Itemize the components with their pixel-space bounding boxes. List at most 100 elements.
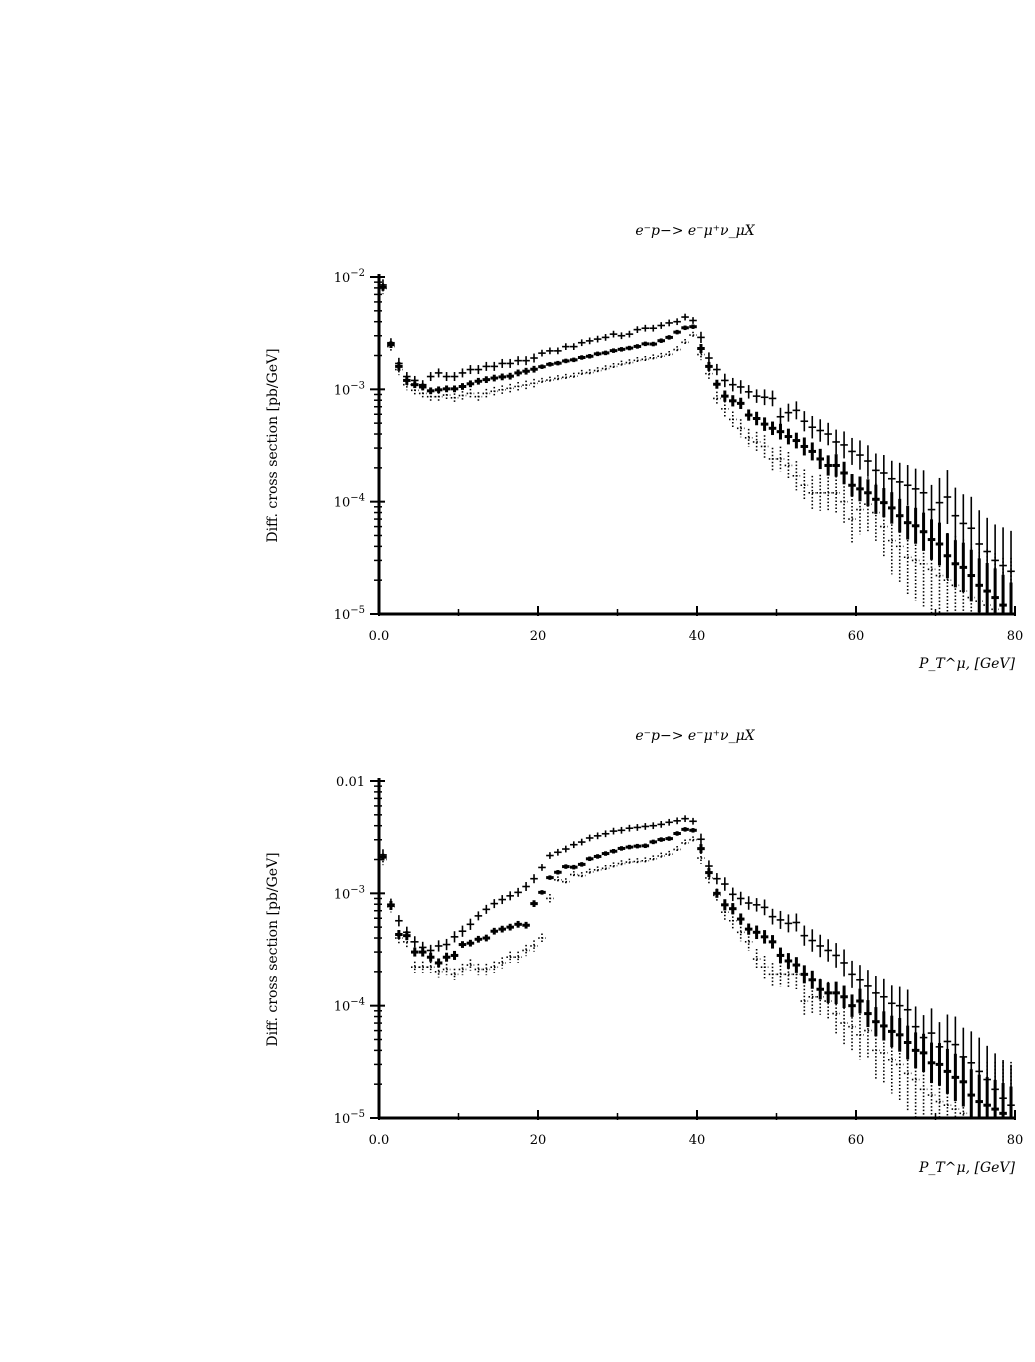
data-point: [776, 407, 785, 426]
x-tick-label: 0.0: [369, 1133, 390, 1148]
data-point: [800, 925, 809, 946]
data-point: [530, 900, 538, 907]
data-point: [705, 352, 713, 364]
data-point: [562, 878, 570, 886]
data-point: [1007, 1061, 1015, 1119]
data-point: [442, 952, 451, 962]
data-point: [808, 475, 817, 510]
data-point: [768, 421, 777, 436]
data-point: [760, 930, 769, 944]
data-point: [689, 317, 697, 324]
data-point: [569, 864, 578, 870]
data-point: [697, 331, 705, 344]
data-point: [832, 429, 840, 455]
data-point: [665, 350, 673, 358]
data-point: [426, 372, 435, 382]
data-point: [625, 330, 634, 338]
data-point: [895, 1028, 904, 1101]
data-point: [434, 392, 443, 402]
data-point: [506, 951, 514, 963]
data-point: [514, 369, 522, 377]
data-point: [554, 870, 562, 875]
data-point: [872, 483, 880, 542]
data-point: [577, 369, 586, 377]
x-axis-label: P_T^μ, [GeV]: [918, 1160, 1016, 1176]
data-point: [887, 506, 896, 575]
data-point: [752, 431, 761, 453]
data-point: [999, 1061, 1007, 1119]
data-point: [935, 522, 944, 566]
data-point: [768, 908, 777, 925]
data-point: [784, 960, 793, 988]
data-point: [490, 961, 499, 973]
data-point: [800, 965, 809, 984]
data-point: [434, 958, 443, 968]
data-point: [498, 925, 507, 933]
data-point: [856, 988, 864, 1014]
data-point: [466, 380, 475, 388]
data-point: [641, 823, 650, 830]
data-point: [816, 419, 825, 442]
data-point: [577, 862, 586, 867]
data-point: [903, 519, 912, 596]
data-point: [474, 963, 483, 976]
data-point: [458, 925, 467, 937]
data-point: [585, 369, 594, 376]
data-point: [418, 388, 427, 398]
data-point: [466, 959, 475, 971]
data-point: [768, 447, 777, 471]
data-point: [927, 1050, 936, 1118]
data-point: [585, 834, 594, 842]
x-tick-label: 20: [530, 629, 547, 644]
data-point: [418, 961, 427, 973]
data-point: [673, 831, 681, 836]
data-point: [450, 968, 459, 980]
data-point: [474, 377, 483, 385]
data-point: [816, 978, 825, 1015]
x-tick-label: 60: [848, 629, 865, 644]
data-point: [522, 356, 530, 366]
data-point: [482, 376, 491, 384]
data-point: [736, 923, 745, 942]
data-point: [848, 437, 856, 465]
data-point: [593, 367, 602, 374]
data-point: [434, 940, 443, 952]
data-point: [728, 887, 737, 902]
data-point: [585, 868, 594, 876]
data-point: [506, 383, 514, 393]
data-point: [967, 1064, 976, 1119]
y-tick-label: 10−5: [334, 605, 365, 623]
data-point: [530, 365, 538, 373]
data-point: [490, 386, 499, 396]
data-point: [975, 545, 984, 614]
data-point: [554, 360, 562, 366]
series-lower-dotted: [379, 836, 1015, 1119]
data-point: [792, 432, 801, 449]
data-point: [744, 896, 753, 910]
data-point: [784, 451, 793, 479]
data-point: [903, 465, 912, 506]
data-point: [975, 1061, 984, 1119]
data-point: [776, 961, 785, 987]
data-point: [673, 846, 681, 853]
data-point: [641, 355, 650, 363]
data-point: [736, 913, 745, 925]
data-point: [760, 899, 769, 916]
data-point: [665, 818, 673, 826]
data-point: [856, 484, 864, 535]
data-point: [721, 904, 729, 921]
data-point: [649, 354, 658, 362]
data-point: [903, 989, 912, 1030]
data-point: [991, 553, 999, 614]
data-point: [466, 388, 475, 398]
x-tick-label: 80: [1007, 1133, 1024, 1148]
data-point: [872, 484, 880, 514]
data-point: [482, 934, 491, 942]
data-point: [633, 326, 642, 334]
data-point: [736, 397, 745, 409]
data-point: [490, 361, 499, 371]
x-tick-label: 20: [530, 1133, 547, 1148]
data-point: [546, 852, 554, 859]
data-point: [887, 985, 896, 1022]
data-point: [562, 373, 570, 381]
